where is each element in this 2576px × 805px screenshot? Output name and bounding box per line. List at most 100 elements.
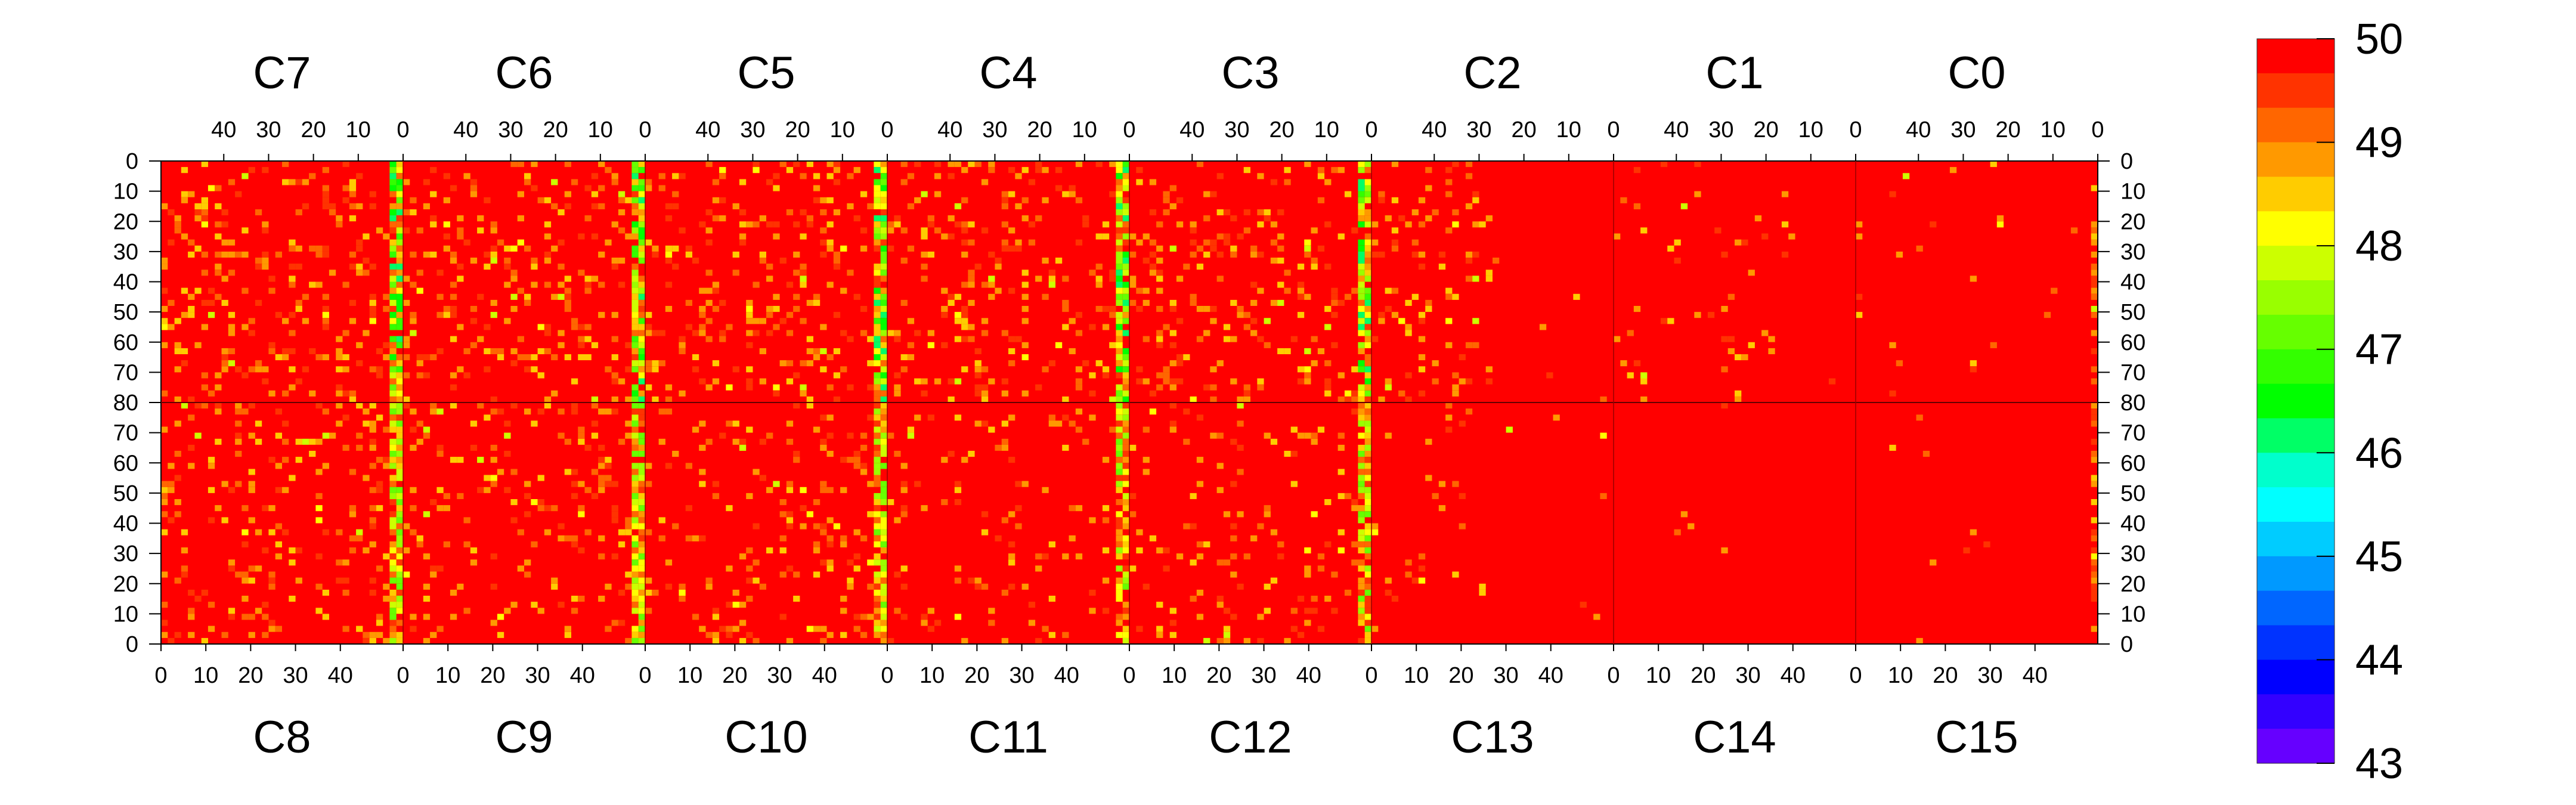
- heatmap-cell: [1190, 299, 1197, 306]
- heatmap-cell: [315, 354, 323, 361]
- heatmap-cell: [1472, 342, 1479, 348]
- heatmap-cell: [921, 390, 928, 397]
- heatmap-cell: [1089, 270, 1096, 276]
- heatmap-cell: [1048, 270, 1055, 276]
- heatmap-cell: [1116, 535, 1123, 541]
- heatmap-cell: [1257, 378, 1264, 385]
- heatmap-cell: [968, 577, 975, 584]
- heatmap-cell: [484, 324, 491, 330]
- heatmap-cell: [517, 161, 524, 168]
- heatmap-cell: [531, 258, 538, 264]
- heatmap-cell: [1358, 299, 1365, 306]
- heatmap-cell: [484, 264, 491, 270]
- heatmap-cell: [1472, 318, 1479, 324]
- heatmap-cell: [1358, 239, 1365, 246]
- heatmap-cell: [1116, 161, 1123, 168]
- heatmap-cell: [1149, 239, 1157, 246]
- heatmap-cell: [685, 299, 692, 306]
- heatmap-cell: [524, 179, 531, 185]
- heatmap-cell: [289, 275, 296, 282]
- heatmap-cell: [1640, 378, 1648, 385]
- heatmap-cell: [1364, 475, 1371, 481]
- heatmap-cell: [598, 475, 605, 481]
- heatmap-cell: [1364, 306, 1371, 312]
- heatmap-cell: [1351, 541, 1358, 547]
- heatmap-cell: [302, 293, 309, 300]
- heatmap-cell: [1337, 396, 1345, 402]
- heatmap-cell: [638, 191, 645, 197]
- panel-label-bottom: C9: [495, 712, 553, 763]
- heatmap-cell: [961, 227, 968, 234]
- heatmap-cell: [860, 444, 868, 451]
- y-tick-label-right: 80: [2120, 391, 2145, 416]
- heatmap-cell: [638, 258, 645, 264]
- heatmap-cell: [2091, 457, 2098, 463]
- top-x-tick-label: 0: [1849, 117, 1862, 143]
- heatmap-cell: [645, 608, 652, 614]
- heatmap-cell: [981, 390, 989, 397]
- heatmap-cell: [188, 251, 195, 258]
- heatmap-cell: [174, 511, 181, 518]
- heatmap-cell: [880, 179, 887, 185]
- heatmap-cell: [874, 281, 881, 288]
- heatmap-cell: [631, 251, 639, 258]
- heatmap-cell: [638, 390, 645, 397]
- heatmap-cell: [531, 499, 538, 506]
- heatmap-cell: [1331, 167, 1338, 174]
- heatmap-cell: [638, 408, 645, 415]
- heatmap-cell: [309, 451, 316, 457]
- heatmap-cell: [215, 293, 222, 300]
- heatmap-cell: [874, 432, 881, 439]
- heatmap-cell: [578, 511, 585, 518]
- heatmap-cell: [1284, 451, 1291, 457]
- heatmap-cell: [1230, 299, 1237, 306]
- heatmap-cell: [631, 637, 639, 644]
- heatmap-cell: [396, 354, 403, 361]
- heatmap-cell: [315, 402, 323, 409]
- heatmap-cell: [1216, 463, 1224, 469]
- heatmap-cell: [537, 197, 544, 203]
- heatmap-cell: [1398, 390, 1405, 397]
- heatmap-cell: [699, 481, 706, 487]
- heatmap-cell: [968, 275, 975, 282]
- heatmap-cell: [349, 318, 357, 324]
- heatmap-cell: [591, 342, 599, 348]
- heatmap-cell: [497, 354, 504, 361]
- heatmap-cell: [853, 293, 860, 300]
- heatmap-cell: [766, 221, 773, 228]
- heatmap-cell: [255, 299, 262, 306]
- heatmap-cell: [1916, 637, 1923, 644]
- heatmap-cell: [1674, 258, 1681, 264]
- heatmap-cell: [954, 312, 962, 318]
- heatmap-cell: [1116, 372, 1123, 379]
- heatmap-cell: [1116, 402, 1123, 409]
- heatmap-cell: [349, 215, 357, 222]
- heatmap-cell: [1210, 239, 1217, 246]
- heatmap-cell: [826, 161, 834, 168]
- heatmap-cell: [403, 275, 410, 282]
- heatmap-cell: [638, 469, 645, 475]
- heatmap-cell: [1358, 602, 1365, 608]
- bottom-x-tick-label: 30: [1493, 663, 1518, 688]
- heatmap-cell: [436, 270, 444, 276]
- heatmap-cell: [161, 264, 168, 270]
- heatmap-cell: [1297, 432, 1305, 439]
- heatmap-cell: [1116, 463, 1123, 469]
- heatmap-cell: [948, 233, 955, 240]
- top-x-tick-label: 30: [1224, 117, 1249, 143]
- heatmap-cell: [248, 432, 255, 439]
- heatmap-cell: [356, 626, 363, 632]
- heatmap-cell: [605, 408, 612, 415]
- heatmap-cell: [1727, 293, 1735, 300]
- heatmap-cell: [1391, 287, 1399, 294]
- heatmap-cell: [248, 487, 255, 493]
- heatmap-cell: [860, 631, 868, 638]
- heatmap-cell: [1418, 221, 1426, 228]
- heatmap-cell: [490, 299, 497, 306]
- heatmap-cell: [1089, 324, 1096, 330]
- heatmap-cell: [1042, 487, 1049, 493]
- heatmap-cell: [806, 589, 813, 596]
- heatmap-cell: [874, 167, 881, 174]
- heatmap-cell: [450, 589, 457, 596]
- heatmap-cell: [1856, 233, 1863, 240]
